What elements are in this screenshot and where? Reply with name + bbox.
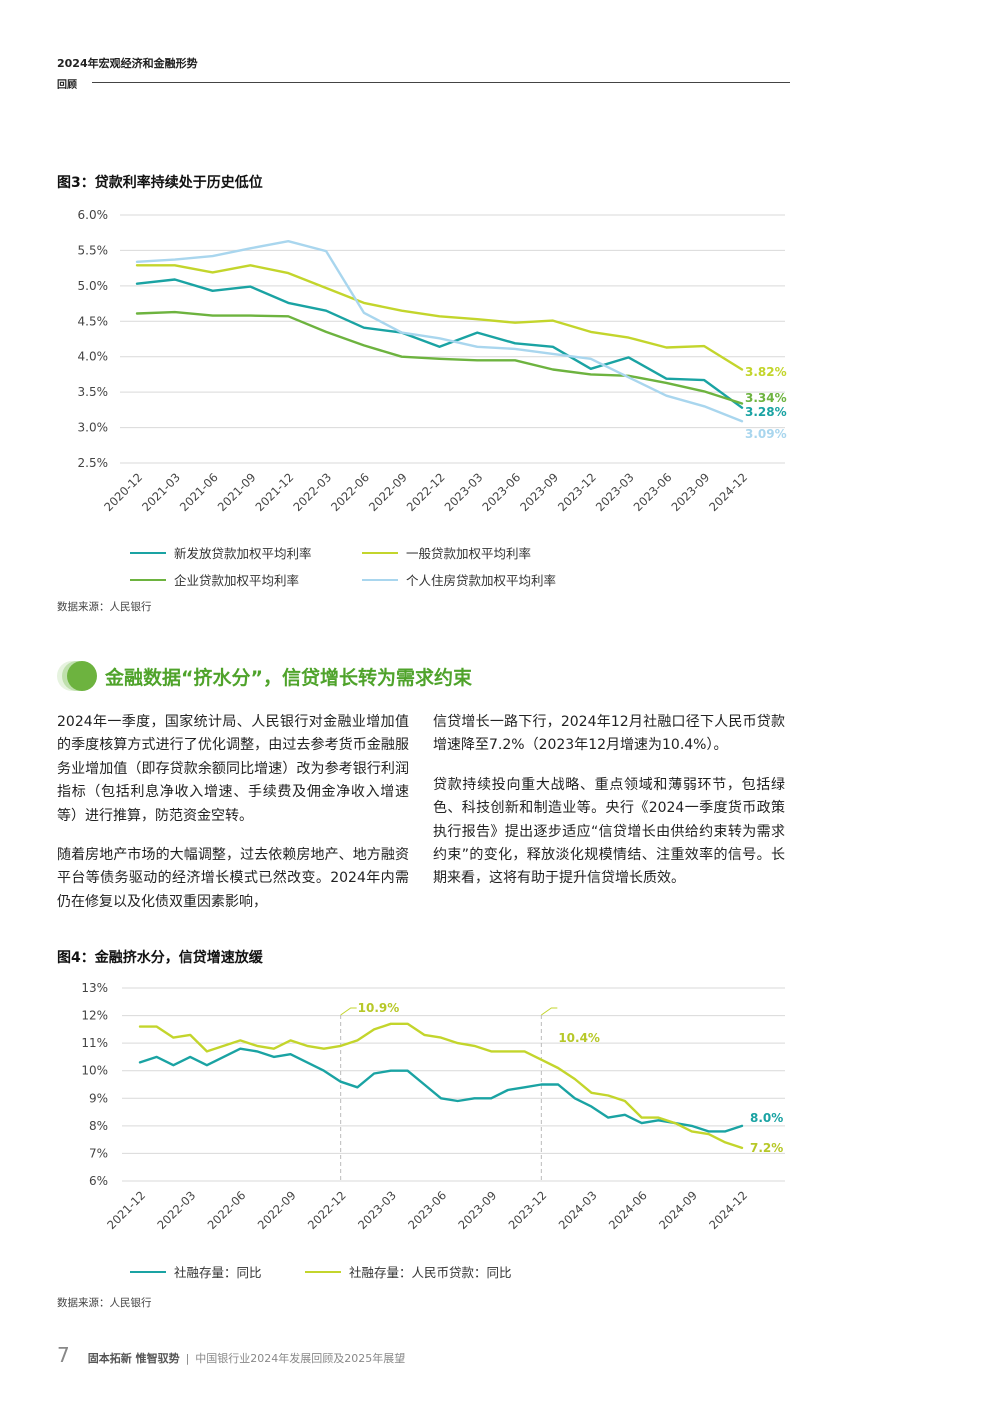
footer-doc-title: 中国银行业2024年发展回顾及2025年展望 [195, 1352, 406, 1365]
series-line-3 [135, 310, 744, 405]
x-tick-label: 2023-03 [355, 1188, 399, 1232]
annotation-leader [340, 1007, 357, 1016]
report-title: 2024年宏观经济和金融形势 [57, 57, 198, 70]
figure3-legend-item: 新发放贷款加权平均利率 [130, 543, 312, 562]
x-tick-label: 2024-12 [706, 1188, 750, 1232]
x-tick-label: 2024-06 [606, 1188, 650, 1232]
legend-label: 个人住房贷款加权平均利率 [406, 573, 557, 588]
annotation-label: 10.9% [358, 1001, 400, 1015]
series-line-4 [135, 239, 744, 423]
y-tick-label: 3.0% [78, 421, 109, 435]
x-tick-label: 2024-09 [656, 1188, 700, 1232]
x-tick-label: 2022-03 [154, 1188, 198, 1232]
end-value-label: 3.82% [745, 365, 787, 379]
end-value-label: 7.2% [750, 1141, 783, 1155]
end-value-label: 3.28% [745, 405, 787, 419]
x-tick-label: 2022-12 [305, 1188, 349, 1232]
y-tick-label: 6.0% [78, 208, 109, 222]
footer-separator: | [185, 1352, 190, 1365]
figure4-source: 数据来源：人民银行 [57, 1297, 152, 1309]
end-value-label: 3.09% [745, 427, 787, 441]
body-left-column: 2024年一季度，国家统计局、人民银行对金融业增加值的季度核算方式进行了优化调整… [57, 711, 409, 930]
end-value-label: 8.0% [750, 1111, 783, 1125]
figure3-legend-item: 个人住房贷款加权平均利率 [362, 570, 556, 589]
figure3-legend-item: 企业贷款加权平均利率 [130, 570, 299, 589]
x-tick-label: 2023-09 [455, 1188, 499, 1232]
series-line-1 [138, 1047, 744, 1133]
y-tick-label: 10% [81, 1064, 108, 1078]
figure4-title: 图4：金融挤水分，信贷增速放缓 [57, 950, 263, 966]
section-bullet-icon [57, 660, 97, 692]
x-tick-label: 2021-12 [104, 1188, 148, 1232]
paragraph: 信贷增长一路下行，2024年12月社融口径下人民币贷款增速降至7.2%（2023… [433, 714, 785, 754]
section-heading: 金融数据“挤水分”，信贷增长转为需求约束 [57, 660, 472, 692]
y-tick-label: 11% [81, 1036, 108, 1050]
y-tick-label: 9% [89, 1091, 108, 1105]
body-right-column: 信贷增长一路下行，2024年12月社融口径下人民币贷款增速降至7.2%（2023… [433, 711, 785, 907]
annotation-label: 10.4% [558, 1031, 600, 1045]
legend-swatch [305, 1270, 341, 1273]
annotation-leader [541, 1007, 558, 1016]
figure3-legend-item: 一般贷款加权平均利率 [362, 543, 531, 562]
figure4-legend-item: 社融存量：同比 [130, 1262, 262, 1281]
legend-swatch [362, 551, 398, 554]
legend-label: 一般贷款加权平均利率 [406, 546, 532, 561]
legend-swatch [362, 578, 398, 581]
paragraph: 贷款持续投向重大战略、重点领域和薄弱环节，包括绿色、科技创新和制造业等。央行《2… [433, 776, 785, 887]
section-label: 回顾 [57, 80, 77, 91]
page-footer: 7 固本拓新 惟智驭势 | 中国银行业2024年发展回顾及2025年展望 [57, 1343, 405, 1367]
x-tick-label: 2022-06 [205, 1188, 249, 1232]
figure3-chart: 6.0%5.5%5.0%4.5%4.0%3.5%3.0%2.5%2020-122… [78, 208, 787, 514]
legend-label: 新发放贷款加权平均利率 [174, 546, 312, 561]
figure3-source: 数据来源：人民银行 [57, 601, 152, 613]
y-tick-label: 5.0% [78, 279, 109, 293]
series-line-2 [138, 1022, 744, 1150]
x-tick-label: 2023-06 [405, 1188, 449, 1232]
legend-swatch [130, 551, 166, 554]
legend-label: 企业贷款加权平均利率 [174, 573, 300, 588]
y-tick-label: 8% [89, 1119, 108, 1133]
x-tick-label: 2024-03 [556, 1188, 600, 1232]
y-tick-label: 2.5% [78, 456, 109, 470]
paragraph: 2024年一季度，国家统计局、人民银行对金融业增加值的季度核算方式进行了优化调整… [57, 714, 409, 824]
y-tick-label: 7% [89, 1146, 108, 1160]
footer-brand: 固本拓新 惟智驭势 [87, 1352, 180, 1365]
end-value-label: 3.34% [745, 391, 787, 405]
section-title: 金融数据“挤水分”，信贷增长转为需求约束 [105, 666, 472, 689]
y-tick-label: 12% [81, 1009, 108, 1023]
series-line-2 [135, 264, 744, 371]
figure4-chart: 13%12%11%10%9%8%7%6%2021-12 2022-03 2022-0… [81, 981, 785, 1232]
x-tick-label: 2023-12 [506, 1188, 550, 1232]
header-divider [92, 82, 790, 83]
y-tick-label: 13% [81, 981, 108, 995]
y-tick-label: 4.5% [78, 314, 109, 328]
y-tick-label: 6% [89, 1174, 108, 1188]
y-tick-label: 5.5% [78, 243, 109, 257]
paragraph: 随着房地产市场的大幅调整，过去依赖房地产、地方融资平台等债务驱动的经济增长模式已… [57, 847, 409, 910]
figure4-legend-item: 社融存量：人民币贷款：同比 [305, 1262, 512, 1281]
legend-swatch [130, 578, 166, 581]
legend-swatch [130, 1270, 166, 1273]
legend-label: 社融存量：人民币贷款：同比 [349, 1265, 512, 1280]
y-tick-label: 4.0% [78, 350, 109, 364]
page-number: 7 [57, 1343, 70, 1367]
legend-label: 社融存量：同比 [174, 1265, 262, 1280]
x-tick-label: 2022-09 [255, 1188, 299, 1232]
series-line-1 [135, 278, 744, 409]
figure3-title: 图3：贷款利率持续处于历史低位 [57, 175, 263, 191]
y-tick-label: 3.5% [78, 385, 109, 399]
